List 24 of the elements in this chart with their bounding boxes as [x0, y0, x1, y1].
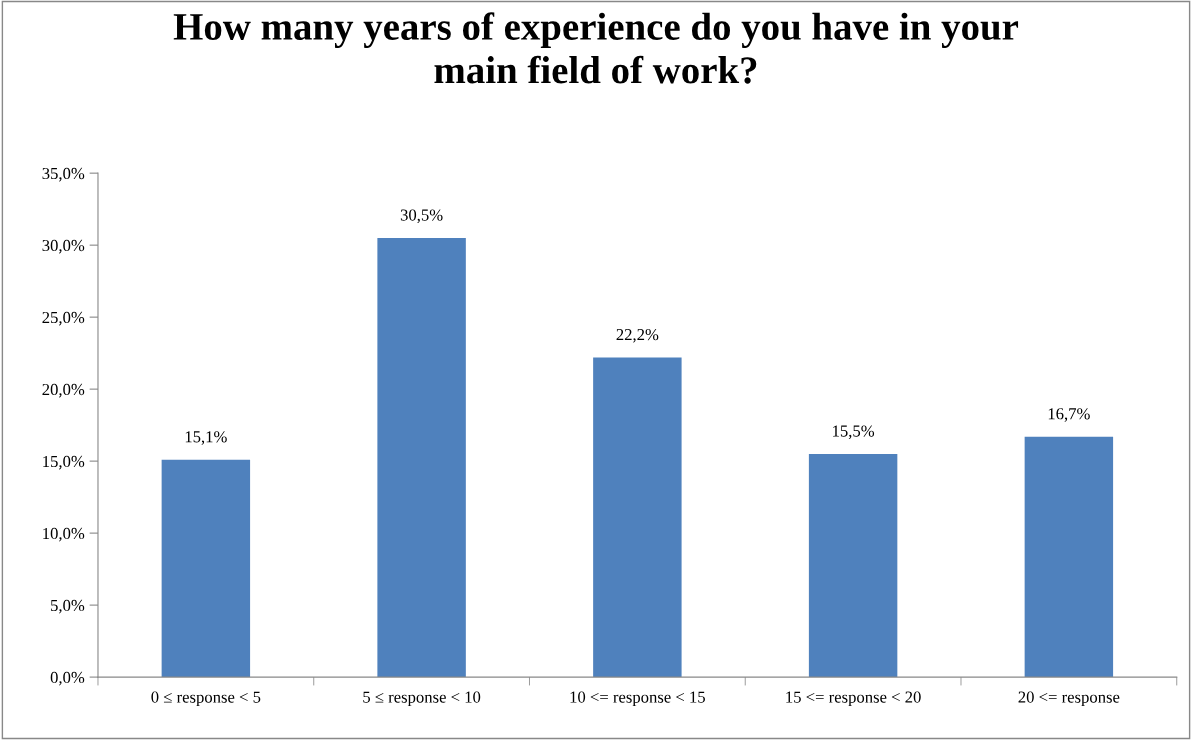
data-label: 15,1%	[185, 431, 227, 445]
chart-title: How many years of experience do you have in your main field of work?	[173, 12, 1019, 84]
x-tick-label: 5 ≤ response < 10	[363, 691, 481, 707]
x-tick-label: 0 ≤ response < 5	[151, 691, 261, 707]
x-tick-label: 10 <= response < 15	[570, 691, 705, 707]
bar	[377, 237, 466, 678]
x-tick-label: 15 <= response < 20	[786, 691, 921, 707]
y-tick-label: 20,0%	[42, 383, 85, 398]
bar	[593, 357, 682, 678]
y-tick-label: 10,0%	[43, 527, 85, 542]
x-tick-label: 20 <= response	[1018, 691, 1120, 707]
y-tick-label: 15,0%	[43, 455, 85, 470]
bar	[161, 459, 251, 678]
y-tick-label: 35,0%	[42, 167, 85, 182]
data-label: 30,5%	[400, 209, 443, 224]
y-tick-label: 0,0%	[50, 671, 85, 686]
y-tick-label: 5,0%	[51, 599, 85, 614]
bar	[808, 453, 898, 678]
data-label: 22,2%	[616, 328, 659, 343]
data-label: 15,5%	[833, 425, 875, 440]
data-label: 16,7%	[1048, 408, 1090, 422]
y-tick-label: 30,0%	[42, 239, 85, 254]
bar	[1024, 436, 1114, 678]
y-tick-label: 25,0%	[42, 311, 85, 326]
